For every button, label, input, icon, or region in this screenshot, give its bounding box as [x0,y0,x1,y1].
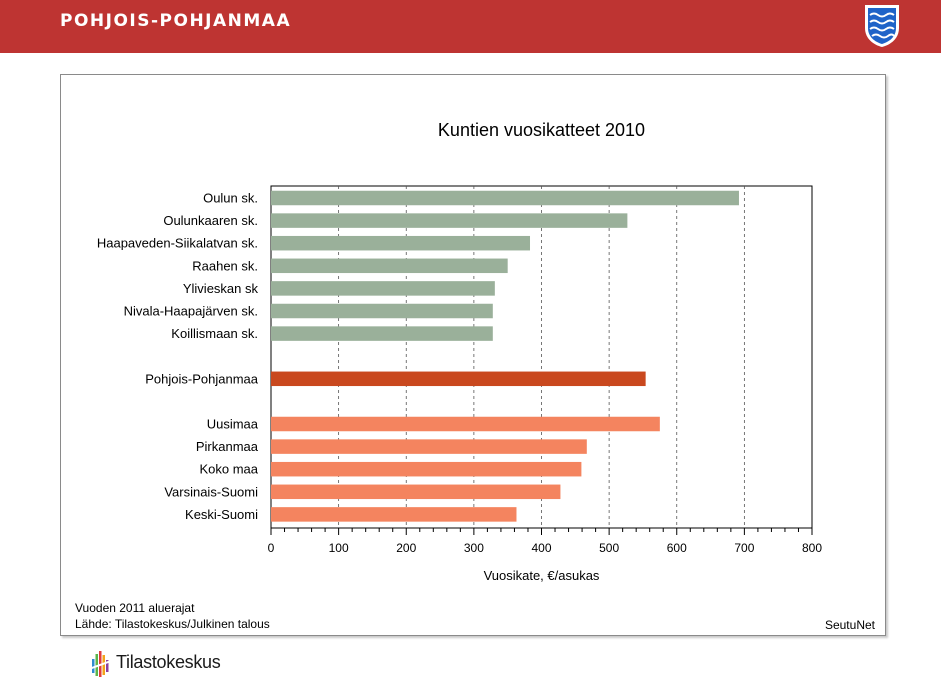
seutunet-brand: SeutuNet [824,618,875,632]
category-label: Ylivieskan sk [183,281,259,296]
category-label: Oulunkaaren sk. [163,213,258,228]
bar [271,258,508,274]
x-tick-label: 200 [396,541,416,555]
bar [271,484,561,500]
x-tick-label: 500 [599,541,619,555]
tilastokeskus-logo-icon [90,651,110,677]
category-label: Oulun sk. [203,191,258,206]
category-label: Pohjois-Pohjanmaa [145,371,259,386]
bar [271,235,531,251]
bar [271,371,646,387]
bar [271,213,628,228]
category-label: Varsinais-Suomi [164,484,258,499]
category-label: Raahen sk. [192,258,258,273]
x-tick-label: 400 [531,541,551,555]
chart-frame: Kuntien vuosikatteet 2010 0 100 200 300 400 50… [60,74,886,636]
bar [271,190,739,206]
bar-chart: Kuntien vuosikatteet 2010 0 100 200 300 400 50… [97,120,822,583]
footnote-source: Lähde: Tilastokeskus/Julkinen talous [75,617,270,631]
footnote-boundaries: Vuoden 2011 aluerajat [75,601,195,615]
bar [271,326,493,341]
bar [271,416,660,432]
category-label: Haapaveden-Siikalatvan sk. [97,236,258,251]
x-tick-label: 100 [329,541,349,555]
x-tick-label: 800 [802,541,822,555]
x-tick-label: 0 [268,541,275,555]
bar [271,281,495,296]
x-axis-label: Vuosikate, €/asukas [484,568,600,583]
header-bar: POHJOIS-POHJANMAA [0,0,941,53]
coat-of-arms-icon [865,5,899,47]
tilastokeskus-logo-text: Tilastokeskus [116,652,221,672]
x-tick-label: 600 [667,541,687,555]
bar [271,507,517,522]
chart-title: Kuntien vuosikatteet 2010 [438,120,645,140]
category-label: Pirkanmaa [196,439,259,454]
category-label: Nivala-Haapajärven sk. [124,304,258,319]
bar [271,439,587,454]
category-label: Keski-Suomi [185,507,258,522]
bar [271,303,493,319]
category-label: Uusimaa [207,417,259,432]
category-label: Koillismaan sk. [171,326,258,341]
x-tick-label: 300 [464,541,484,555]
category-label: Koko maa [199,462,258,477]
bar [271,461,582,477]
region-title: POHJOIS-POHJANMAA [60,11,292,31]
x-tick-label: 700 [734,541,754,555]
